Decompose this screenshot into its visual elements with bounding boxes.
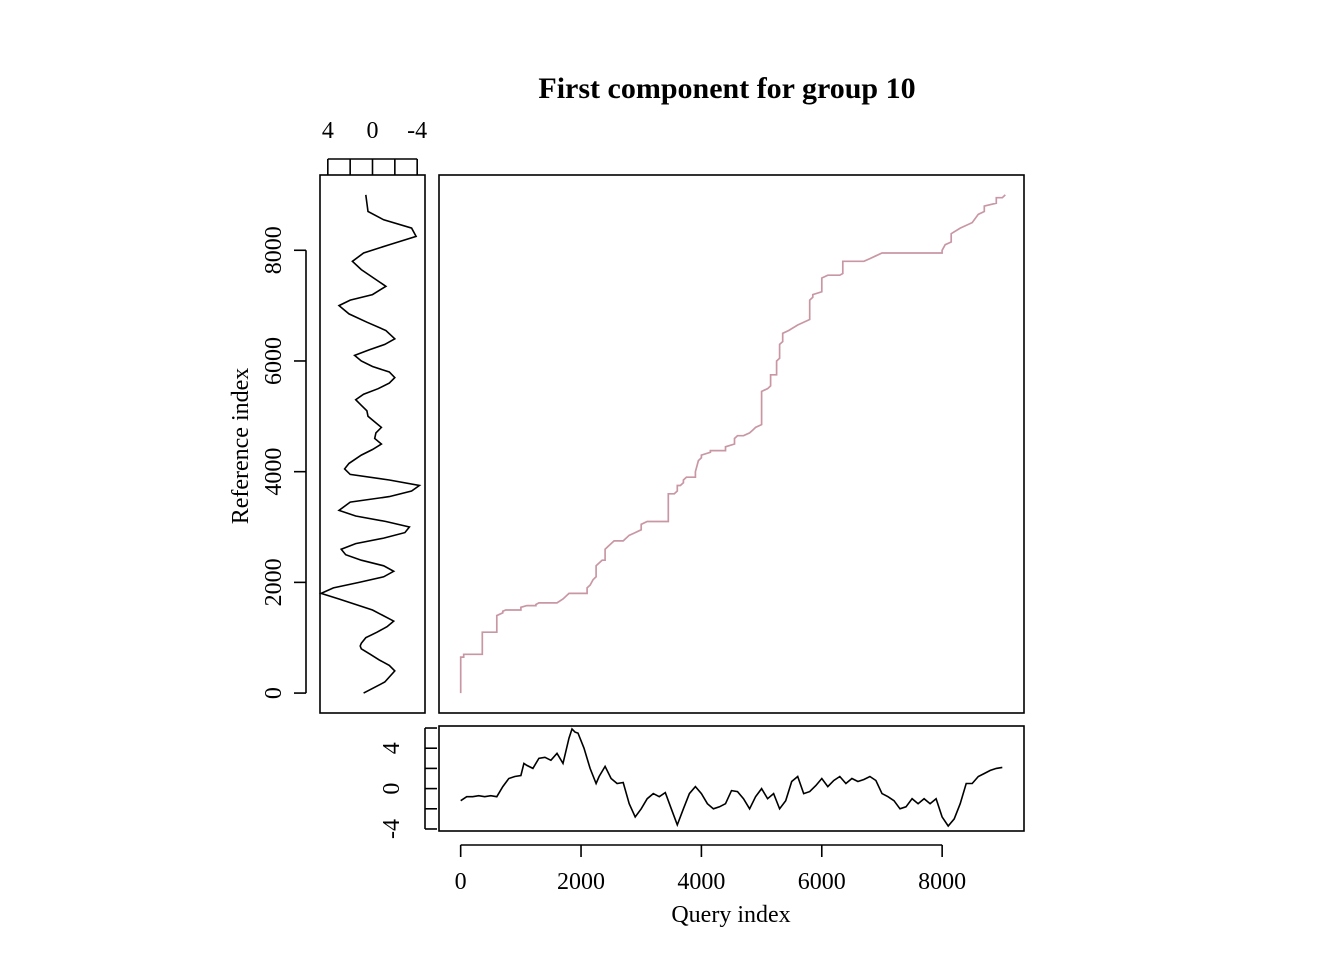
y-axis-tick-label: 8000: [261, 226, 287, 274]
query-left-axis-tick-label: -4: [379, 819, 405, 839]
x-axis-tick-label: 4000: [677, 869, 725, 895]
query-plot-frame: [438, 725, 1025, 832]
y-axis-tick-label: 2000: [261, 558, 287, 606]
reference-series-line: [318, 194, 422, 694]
x-axis-tick-label: 6000: [798, 869, 846, 895]
y-axis-tick-label: 4000: [261, 448, 287, 496]
x-axis-tick-label: 0: [455, 869, 467, 895]
query-series-line: [460, 727, 1003, 828]
warping-path-line: [459, 194, 1006, 694]
reference-top-axis-tick-label: 4: [322, 118, 334, 144]
y-axis-label: Reference index: [228, 368, 254, 525]
x-axis-tick-label: 2000: [557, 869, 605, 895]
query-left-axis-tick-label: 4: [379, 742, 405, 754]
reference-top-axis-tick-label: -4: [407, 118, 427, 144]
x-axis-label: Query index: [671, 902, 790, 928]
reference-plot-frame: [319, 174, 426, 714]
x-axis-tick-label: 8000: [918, 869, 966, 895]
chart-title: First component for group 10: [538, 72, 915, 105]
query-left-axis-tick-label: 0: [379, 783, 405, 795]
y-axis-tick-label: 0: [261, 687, 287, 699]
alignment-plot-frame: [438, 174, 1025, 714]
axes-layer: 0 2000 4000 6000 8000 0 2000 4000 6000 8000 4 0 -4 -4…: [261, 118, 966, 895]
reference-top-axis-tick-label: 0: [367, 118, 379, 144]
y-axis-tick-label: 6000: [261, 337, 287, 385]
